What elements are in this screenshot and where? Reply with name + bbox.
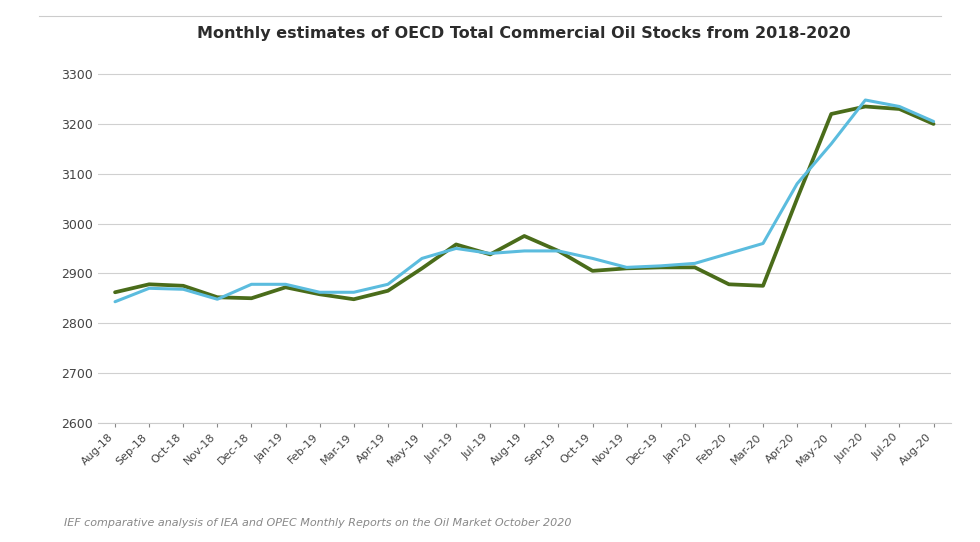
Text: IEF comparative analysis of IEA and OPEC Monthly Reports on the Oil Market Octob: IEF comparative analysis of IEA and OPEC… bbox=[64, 519, 571, 528]
Title: Monthly estimates of OECD Total Commercial Oil Stocks from 2018-2020: Monthly estimates of OECD Total Commerci… bbox=[198, 25, 851, 41]
